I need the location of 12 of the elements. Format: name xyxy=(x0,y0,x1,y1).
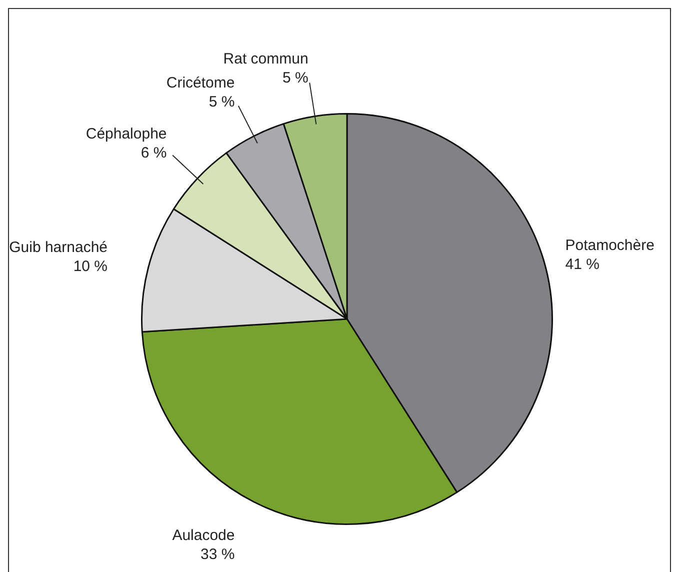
slice-label: Potamochère xyxy=(565,237,654,254)
data-label: 41 % xyxy=(565,256,600,274)
data-label: 33 % xyxy=(200,546,235,563)
slice-label: Rat commun xyxy=(223,50,308,68)
slice-label: Guib harnaché xyxy=(9,239,108,256)
data-label: 10 % xyxy=(73,258,108,276)
slice-label: Céphalophe xyxy=(86,125,167,142)
slice-label: Aulacode xyxy=(172,526,235,544)
data-label: 5 % xyxy=(282,69,308,86)
slice-label: Cricétome xyxy=(166,74,235,92)
data-label: 6 % xyxy=(140,144,167,162)
data-label: 5 % xyxy=(208,93,235,110)
